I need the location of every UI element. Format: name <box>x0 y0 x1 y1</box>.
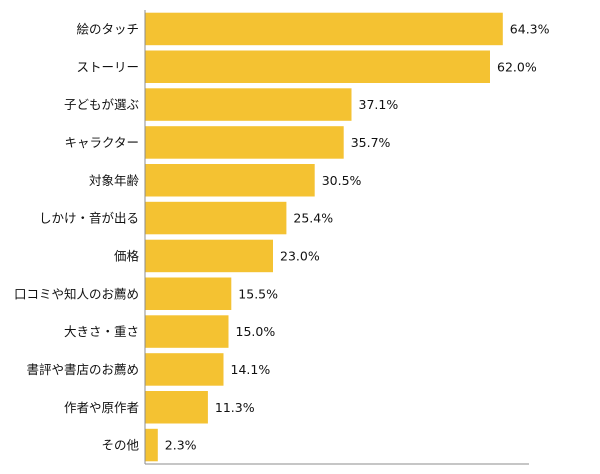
bar <box>145 126 344 159</box>
bar <box>145 391 208 424</box>
category-label: ストーリー <box>76 59 139 74</box>
value-label: 64.3% <box>510 21 550 36</box>
value-label: 62.0% <box>497 59 537 74</box>
category-label: その他 <box>101 438 139 453</box>
bar <box>145 315 229 348</box>
category-label: 子どもが選ぶ <box>64 97 139 112</box>
value-label: 2.3% <box>165 438 197 453</box>
value-label: 14.1% <box>231 362 271 377</box>
value-label: 30.5% <box>322 173 362 188</box>
category-label: 大きさ・重さ <box>64 324 139 339</box>
bars-layer <box>145 12 503 462</box>
bar <box>145 201 287 235</box>
bar <box>145 88 352 121</box>
bar <box>145 12 503 46</box>
category-label: 価格 <box>114 248 140 263</box>
value-label: 37.1% <box>359 97 399 112</box>
value-label: 15.5% <box>238 286 278 301</box>
bar <box>145 428 158 462</box>
category-labels: 絵のタッチストーリー子どもが選ぶキャラクター対象年齢しかけ・音が出る価格口コミや… <box>14 21 140 452</box>
bar <box>145 277 232 310</box>
value-label: 25.4% <box>293 211 333 226</box>
bar <box>145 353 224 386</box>
category-label: 対象年齢 <box>89 173 140 188</box>
bar <box>145 164 315 197</box>
category-label: キャラクター <box>64 135 139 150</box>
category-label: 作者や原作者 <box>64 400 139 415</box>
value-label: 35.7% <box>351 135 391 150</box>
value-label: 15.0% <box>236 324 276 339</box>
category-label: しかけ・音が出る <box>39 211 139 226</box>
bar <box>145 239 273 273</box>
value-labels: 64.3% 62.0% 37.1% 35.7% 30.5% 25.4% 23.0% 15.5%… <box>165 21 550 452</box>
value-label: 11.3% <box>215 400 255 415</box>
category-label: 書評や書店のお薦め <box>26 362 139 377</box>
category-label: 絵のタッチ <box>76 21 139 36</box>
bar <box>145 50 490 83</box>
category-label: 口コミや知人のお薦め <box>14 286 139 301</box>
value-label: 23.0% <box>280 248 320 263</box>
